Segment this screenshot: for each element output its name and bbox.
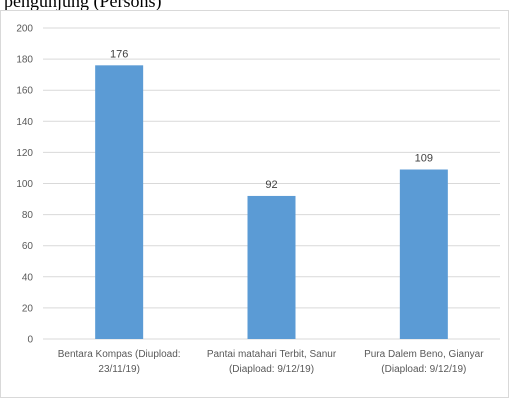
bar-chart: 0 20 40 60 80 100 120 140 160 180 200 176 92 109 Ben… [0,10,509,398]
y-tick-label: 60 [22,241,34,252]
bar [399,169,448,339]
category-label-line: Pura Dalem Beno, Gianyar [364,349,484,360]
y-tick-label: 80 [22,210,34,221]
category-label: Bentara Kompas (Diupload: 23/11/19) [58,349,181,375]
category-label-line: (Diapload: 9/12/19) [381,364,466,375]
y-tick-label: 160 [16,86,33,97]
chart-container: 0 20 40 60 80 100 120 140 160 180 200 176 92 109 Ben… [0,10,509,398]
bar [247,195,296,339]
y-tick-label: 180 [16,55,33,66]
category-label-line: Bentara Kompas (Diupload: [58,349,181,360]
y-tick-label: 0 [27,335,33,346]
data-label: 92 [265,179,277,191]
caption-fragment: pengunjung (Persons) [4,0,162,11]
bars [95,65,448,339]
y-tick-label: 100 [16,179,33,190]
category-label: Pura Dalem Beno, Gianyar (Diapload: 9/12/… [364,349,484,375]
category-label-line: (Diapload: 9/12/19) [229,364,314,375]
data-label: 176 [110,48,128,60]
x-axis-categories: Bentara Kompas (Diupload: 23/11/19) Pantai… [58,349,485,375]
y-tick-label: 20 [22,303,34,314]
y-tick-label: 120 [16,148,33,159]
y-tick-label: 40 [22,272,34,283]
y-axis-ticks: 0 20 40 60 80 100 120 140 160 180 200 [16,24,33,346]
category-label-line: Pantai matahari Terbit, Sanur [207,349,337,360]
y-tick-label: 200 [16,24,33,35]
bar [95,65,144,339]
y-tick-label: 140 [16,117,33,128]
category-label-line: 23/11/19) [98,364,140,375]
category-label: Pantai matahari Terbit, Sanur (Diapload: … [207,349,337,375]
data-label: 109 [415,153,433,165]
data-labels: 176 92 109 [110,48,433,191]
